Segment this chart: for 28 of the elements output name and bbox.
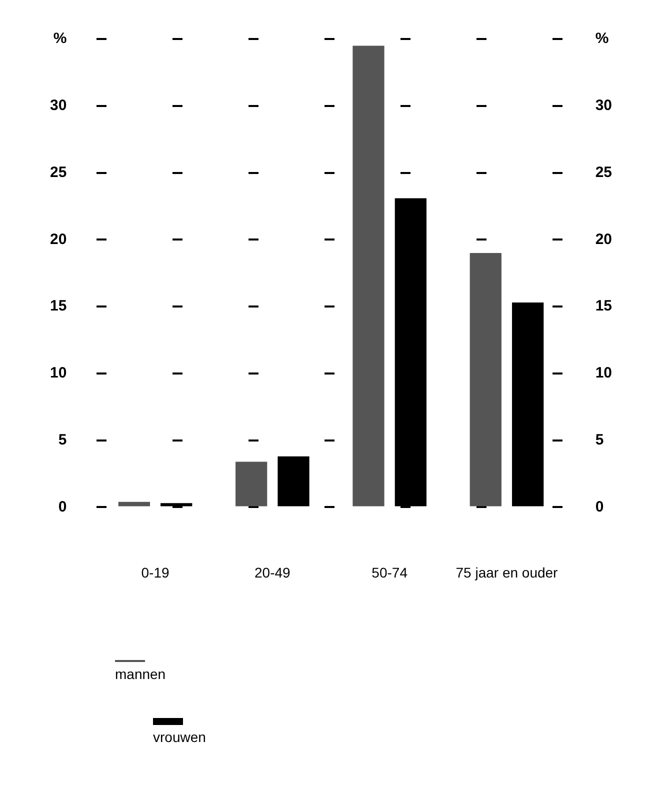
x-tick-label: 75 jaar en ouder [456, 564, 558, 580]
legend-label: vrouwen [153, 729, 206, 745]
y-tick-label: 15 [50, 298, 67, 315]
legend-label: mannen [115, 666, 166, 682]
x-tick-label: 50-74 [372, 564, 408, 580]
bar [352, 46, 384, 506]
y2-tick-label: 5 [595, 431, 604, 448]
y2-tick-label: 15 [595, 298, 612, 315]
y-tick-label: 25 [50, 164, 67, 181]
y2-tick-label: % [595, 30, 609, 48]
bar [512, 302, 544, 506]
y-tick-label: 30 [50, 97, 67, 114]
y2-tick-label: 30 [595, 97, 612, 114]
y-tick-label: 5 [58, 431, 67, 448]
bar [118, 502, 150, 506]
y-tick-label: 0 [58, 498, 67, 516]
bar [236, 462, 268, 506]
bar [470, 253, 502, 506]
y-tick-label: % [53, 30, 67, 48]
y-tick-label: 20 [50, 230, 67, 248]
bar [278, 456, 310, 506]
y2-tick-label: 0 [595, 498, 604, 516]
y2-tick-label: 10 [595, 364, 612, 382]
y2-tick-label: 20 [595, 230, 612, 248]
y2-tick-label: 25 [595, 164, 612, 181]
x-tick-label: 0-19 [141, 564, 170, 580]
x-tick-label: 20-49 [254, 564, 291, 580]
y-tick-label: 10 [50, 364, 67, 382]
